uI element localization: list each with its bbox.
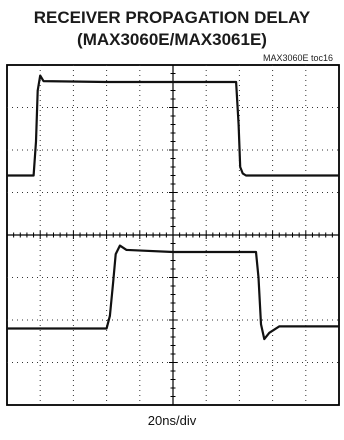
x-axis-label: 20ns/div [0,413,344,428]
